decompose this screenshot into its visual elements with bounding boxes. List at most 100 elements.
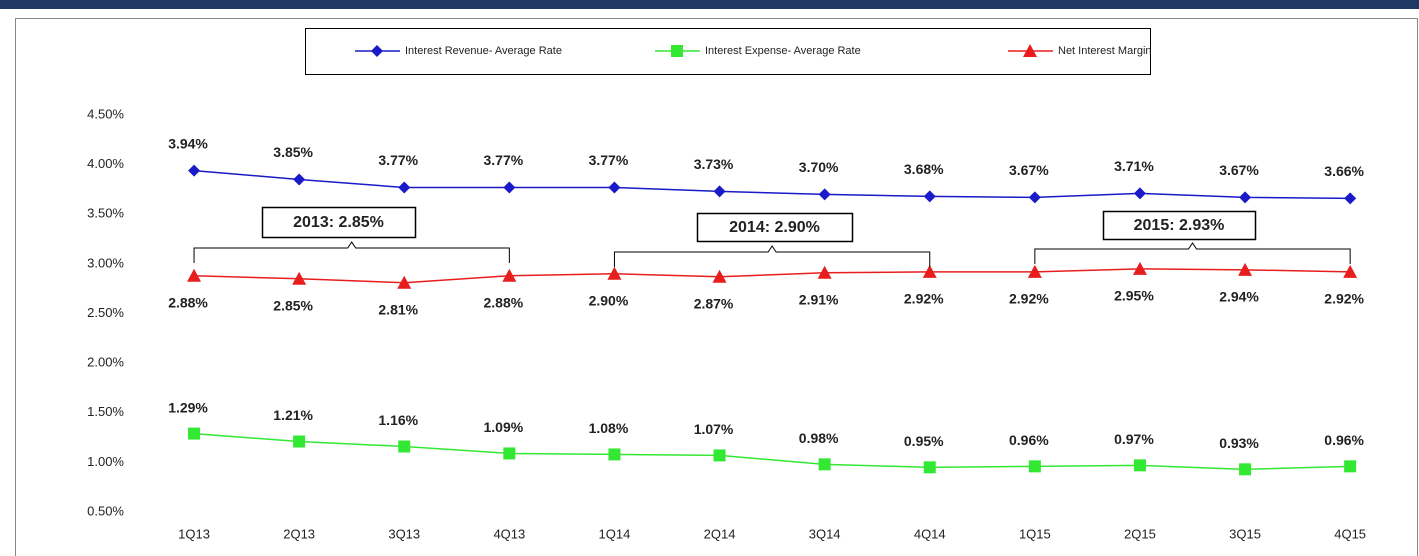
chart-frame (15, 18, 1418, 556)
data-label: 3.66% (1324, 163, 1364, 179)
point (922, 264, 937, 278)
data-label: 0.96% (1324, 432, 1364, 448)
point (293, 173, 306, 186)
series-line (193, 432, 1351, 471)
data-label: 3.77% (589, 152, 629, 168)
x-tick-label: 3Q14 (809, 526, 841, 541)
data-label: 0.93% (1219, 435, 1259, 451)
x-tick-label: 1Q14 (599, 526, 631, 541)
point (608, 181, 621, 194)
x-tick-label: 2Q14 (704, 526, 736, 541)
annotation-box (261, 206, 417, 239)
data-label: 2.87% (694, 295, 734, 311)
legend-label: Interest Expense- Average Rate (705, 45, 861, 57)
data-label: 3.77% (483, 152, 523, 168)
legend-marker (1023, 44, 1037, 57)
point (1133, 187, 1146, 200)
data-label: 3.67% (1219, 162, 1259, 178)
annotation: 2014: 2.90% (729, 219, 820, 236)
bracket (193, 241, 510, 263)
x-tick-label: 2Q13 (283, 526, 315, 541)
data-label: 2.92% (904, 291, 944, 307)
data-label: 0.98% (799, 430, 839, 446)
x-tick-label: 3Q13 (388, 526, 420, 541)
x-tick-label: 1Q13 (178, 526, 210, 541)
point (1238, 262, 1253, 276)
data-label: 3.85% (273, 144, 313, 160)
point (1239, 191, 1252, 204)
point (1344, 192, 1357, 205)
point (1027, 264, 1042, 278)
point (713, 449, 726, 462)
data-label: 2.88% (168, 294, 208, 310)
point (608, 448, 621, 461)
data-label: 2.94% (1219, 289, 1259, 305)
point (293, 435, 306, 448)
point (923, 461, 936, 474)
y-tick-label: 3.00% (87, 255, 124, 270)
header-band (0, 0, 1419, 9)
point (818, 458, 831, 471)
point (397, 275, 412, 289)
data-label: 2.95% (1114, 288, 1154, 304)
data-label: 0.96% (1009, 432, 1049, 448)
point (712, 269, 727, 283)
point (398, 181, 411, 194)
point (817, 265, 832, 279)
point (187, 268, 202, 282)
x-tick-label: 3Q15 (1229, 526, 1261, 541)
bracket (1034, 242, 1351, 264)
data-label: 2.85% (273, 297, 313, 313)
point (1133, 459, 1146, 472)
x-tick-label: 4Q13 (493, 526, 525, 541)
annotation-box (696, 212, 854, 243)
point (188, 164, 201, 177)
y-tick-label: 4.00% (87, 156, 124, 171)
point (398, 440, 411, 453)
point (292, 271, 307, 285)
data-label: 3.70% (799, 159, 839, 175)
data-label: 0.95% (904, 433, 944, 449)
y-tick-label: 2.50% (87, 305, 124, 320)
data-label: 3.71% (1114, 158, 1154, 174)
data-label: 2.81% (378, 301, 418, 317)
point (923, 190, 936, 203)
x-tick-label: 2Q15 (1124, 526, 1156, 541)
data-label: 1.08% (589, 420, 629, 436)
annotation-box (1102, 210, 1257, 241)
point (188, 427, 201, 440)
legend-marker (371, 45, 383, 57)
data-label: 3.68% (904, 161, 944, 177)
bracket (613, 245, 931, 267)
point (1343, 264, 1358, 278)
point (502, 268, 517, 282)
point (503, 181, 516, 194)
x-tick-label: 1Q15 (1019, 526, 1051, 541)
data-label: 3.77% (378, 152, 418, 168)
data-label: 2.92% (1009, 291, 1049, 307)
series-line (193, 169, 1351, 200)
point (1344, 460, 1357, 473)
data-label: 0.97% (1114, 431, 1154, 447)
point (1028, 460, 1041, 473)
data-label: 1.09% (483, 419, 523, 435)
y-tick-label: 1.50% (87, 404, 124, 419)
data-label: 1.07% (694, 421, 734, 437)
legend-label: Interest Revenue- Average Rate (405, 45, 562, 57)
x-tick-label: 4Q14 (914, 526, 946, 541)
point (1132, 261, 1147, 275)
x-tick-label: 4Q15 (1334, 526, 1366, 541)
y-tick-label: 1.00% (87, 454, 124, 469)
annotation: 2015: 2.93% (1134, 217, 1225, 234)
data-label: 3.94% (168, 135, 208, 151)
data-label: 1.29% (168, 399, 208, 415)
legend-label: Net Interest Margin (1058, 45, 1152, 57)
point (1028, 191, 1041, 204)
data-label: 1.16% (378, 412, 418, 428)
point (503, 447, 516, 460)
data-label: 2.88% (483, 294, 523, 310)
annotation: 2013: 2.85% (293, 214, 384, 231)
data-label: 1.21% (273, 407, 313, 423)
point (607, 266, 622, 280)
